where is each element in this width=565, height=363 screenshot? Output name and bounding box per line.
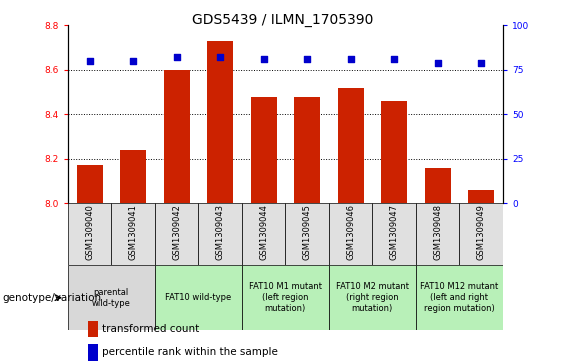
Text: FAT10 M12 mutant
(left and right
region mutation): FAT10 M12 mutant (left and right region … xyxy=(420,282,498,313)
Point xyxy=(477,60,486,66)
Bar xyxy=(285,203,329,265)
Bar xyxy=(329,265,416,330)
Bar xyxy=(381,101,407,203)
Text: GSM1309049: GSM1309049 xyxy=(477,204,485,260)
Bar xyxy=(68,265,155,330)
Bar xyxy=(155,265,242,330)
Point xyxy=(129,58,138,64)
Text: GSM1309043: GSM1309043 xyxy=(216,204,224,260)
Point xyxy=(390,56,399,62)
Bar xyxy=(424,168,451,203)
Text: GSM1309041: GSM1309041 xyxy=(129,204,137,260)
Bar xyxy=(198,203,242,265)
Bar xyxy=(155,203,198,265)
Point xyxy=(172,54,181,60)
Point xyxy=(433,60,442,66)
Text: GSM1309048: GSM1309048 xyxy=(433,204,442,260)
Bar xyxy=(337,88,364,203)
Bar xyxy=(329,203,372,265)
Bar xyxy=(88,344,98,361)
Bar xyxy=(163,70,190,203)
Text: parental
wild-type: parental wild-type xyxy=(92,287,131,308)
Bar xyxy=(372,203,416,265)
Bar xyxy=(120,150,146,203)
Bar xyxy=(68,203,111,265)
Bar xyxy=(242,203,285,265)
Bar xyxy=(468,190,494,203)
Text: genotype/variation: genotype/variation xyxy=(3,293,102,303)
Text: GSM1309045: GSM1309045 xyxy=(303,204,311,260)
Text: FAT10 M2 mutant
(right region
mutation): FAT10 M2 mutant (right region mutation) xyxy=(336,282,409,313)
Point xyxy=(216,54,225,60)
Point xyxy=(85,58,94,64)
Text: FAT10 wild-type: FAT10 wild-type xyxy=(165,293,232,302)
Point xyxy=(259,56,268,62)
Text: GSM1309047: GSM1309047 xyxy=(390,204,398,260)
Bar xyxy=(88,321,98,337)
Text: FAT10 M1 mutant
(left region
mutation): FAT10 M1 mutant (left region mutation) xyxy=(249,282,322,313)
Bar xyxy=(207,41,233,203)
Bar xyxy=(76,166,103,203)
Text: transformed count: transformed count xyxy=(102,324,199,334)
Bar xyxy=(459,203,503,265)
Text: GSM1309040: GSM1309040 xyxy=(85,204,94,260)
Text: GSM1309042: GSM1309042 xyxy=(172,204,181,260)
Bar xyxy=(242,265,329,330)
Point xyxy=(346,56,355,62)
Point xyxy=(303,56,312,62)
Bar xyxy=(416,203,459,265)
Bar xyxy=(294,97,320,203)
Text: percentile rank within the sample: percentile rank within the sample xyxy=(102,347,279,358)
Text: GDS5439 / ILMN_1705390: GDS5439 / ILMN_1705390 xyxy=(192,13,373,27)
Bar xyxy=(111,203,155,265)
Text: GSM1309046: GSM1309046 xyxy=(346,204,355,260)
Bar xyxy=(250,97,277,203)
Bar xyxy=(416,265,503,330)
Text: GSM1309044: GSM1309044 xyxy=(259,204,268,260)
